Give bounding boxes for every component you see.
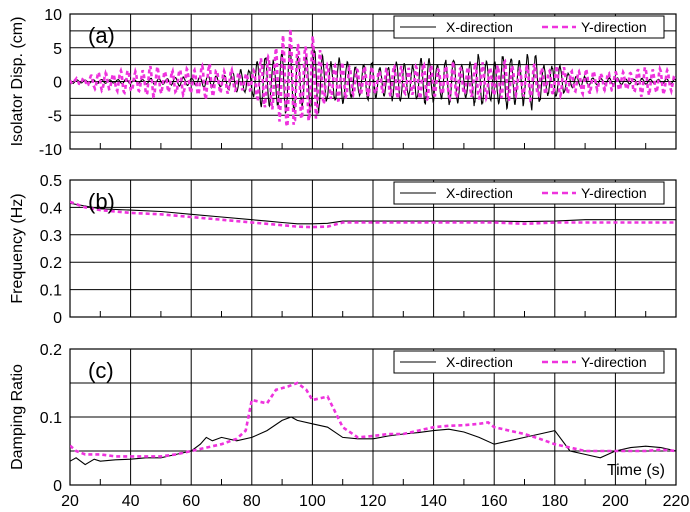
- legend-box: [393, 350, 665, 374]
- legend-box: [393, 181, 665, 205]
- series-y-direction-line: [70, 200, 676, 229]
- series-y-direction-line: [70, 381, 676, 458]
- legend-label-x: X-direction: [446, 354, 513, 370]
- series-x-direction-line: [70, 202, 676, 225]
- y-tick-label: 0.2: [40, 255, 62, 272]
- y-tick-label: 0: [53, 310, 62, 327]
- x-tick-label: 80: [243, 493, 261, 510]
- y-axis-label: Frequency (Hz): [9, 193, 26, 303]
- x-tick-label: 20: [61, 493, 79, 510]
- plot-frame: [69, 348, 677, 486]
- y-tick-label: -10: [39, 142, 62, 159]
- x-tick-label: 160: [481, 493, 508, 510]
- x-tick-label: 100: [299, 493, 326, 510]
- y-tick-label: 0: [53, 75, 62, 92]
- panel-label: (b): [88, 189, 115, 214]
- x-tick-label: 180: [541, 493, 568, 510]
- panel-2: 0 0.1 0.2 0.3 0.4 0.5 Frequency (Hz) (b) X-direc…: [9, 173, 677, 327]
- legend-label-x: X-direction: [446, 19, 513, 35]
- panel-label: (c): [88, 358, 114, 383]
- y-tick-label: 10: [44, 7, 62, 24]
- plot-frame: [69, 179, 677, 318]
- x-tick-label: 200: [602, 493, 629, 510]
- y-tick-label: 0.2: [40, 342, 62, 359]
- y-axis-label: Damping Ratio: [9, 364, 26, 470]
- y-tick-label: 0.5: [40, 173, 62, 190]
- x-tick-label: 140: [420, 493, 447, 510]
- y-tick-label: 0.1: [40, 410, 62, 427]
- y-tick-label: 0.4: [40, 200, 62, 217]
- x-tick-label: 40: [122, 493, 140, 510]
- y-axis-label: Isolator Disp. (cm): [9, 17, 26, 147]
- x-axis-annotation: Time (s): [607, 462, 665, 479]
- legend: X-direction Y-direction: [393, 350, 665, 374]
- x-tick-label: 60: [182, 493, 200, 510]
- panel-1: -10 -5 0 5 10 Isolator Disp. (cm) (a) X-directi…: [9, 7, 677, 159]
- legend-label-y: Y-direction: [581, 185, 647, 201]
- legend-label-y: Y-direction: [581, 354, 647, 370]
- series-x-direction-line: [70, 416, 676, 466]
- legend-box: [393, 15, 665, 39]
- legend-label-x: X-direction: [446, 185, 513, 201]
- y-tick-label: 0.1: [40, 283, 62, 300]
- panel-3: 0 0.1 0.2 Damping Ratio (c) X-direction Y-dire…: [9, 342, 677, 495]
- y-tick-label: 0: [53, 478, 62, 495]
- x-tick-label: 120: [360, 493, 387, 510]
- legend: X-direction Y-direction: [393, 15, 665, 39]
- panel-label: (a): [88, 23, 115, 48]
- x-tick-label: 220: [663, 493, 690, 510]
- legend-label-y: Y-direction: [581, 19, 647, 35]
- y-tick-label: 5: [53, 41, 62, 58]
- legend: X-direction Y-direction: [393, 181, 665, 205]
- y-tick-label: -5: [48, 108, 62, 125]
- series-y-direction-line: [70, 28, 676, 127]
- y-tick-label: 0.3: [40, 228, 62, 245]
